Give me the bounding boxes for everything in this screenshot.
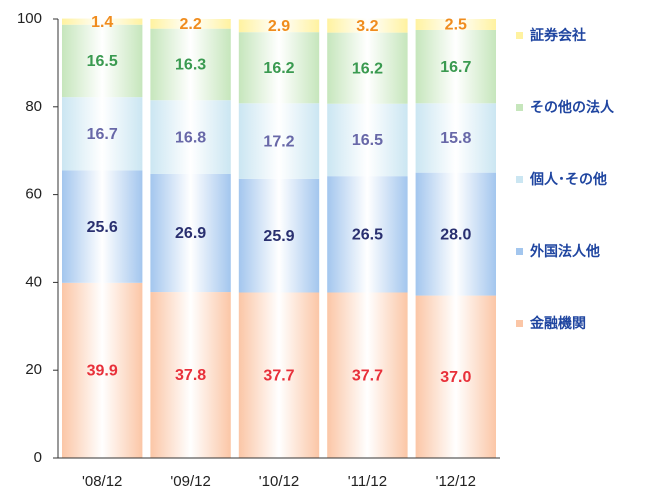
bar-segment bbox=[327, 176, 408, 293]
bar-segment bbox=[62, 24, 143, 98]
value-label: 16.2 bbox=[352, 60, 383, 77]
y-tick-label: 100 bbox=[17, 10, 42, 27]
bar-segment bbox=[150, 19, 231, 29]
bar-segment bbox=[327, 32, 408, 104]
bar-segment bbox=[415, 103, 496, 173]
value-label: 2.9 bbox=[268, 18, 290, 35]
bar-segment bbox=[150, 292, 231, 458]
value-label: 2.2 bbox=[179, 16, 201, 33]
value-label: 16.3 bbox=[175, 57, 206, 74]
value-label: 1.4 bbox=[91, 14, 113, 31]
bar-segment bbox=[238, 19, 320, 33]
y-tick-label: 80 bbox=[25, 98, 42, 115]
bar-segment bbox=[415, 295, 496, 458]
x-tick-label: '12/12 bbox=[436, 473, 476, 490]
bar-segment bbox=[415, 172, 496, 296]
bar-segment bbox=[415, 19, 496, 30]
bar-segment bbox=[150, 28, 231, 101]
x-tick-label: '11/12 bbox=[348, 473, 387, 490]
value-label: 16.8 bbox=[175, 129, 206, 146]
bar-segment bbox=[150, 173, 231, 293]
value-label: 26.5 bbox=[352, 227, 383, 244]
bar-segment bbox=[415, 29, 496, 104]
value-label: 17.2 bbox=[263, 133, 294, 150]
value-label: 16.5 bbox=[352, 132, 383, 149]
bar-segment bbox=[238, 178, 320, 293]
y-tick-label: 60 bbox=[25, 186, 42, 203]
value-label: 39.9 bbox=[87, 363, 118, 380]
value-label: 16.5 bbox=[87, 53, 118, 70]
value-label: 25.6 bbox=[87, 219, 118, 236]
value-label: 15.8 bbox=[440, 130, 471, 147]
value-label: 2.5 bbox=[445, 17, 467, 34]
bar-segment bbox=[62, 97, 143, 171]
legend-swatch bbox=[516, 176, 523, 183]
bar-segment bbox=[150, 100, 231, 174]
legend-label: 外国法人他 bbox=[530, 243, 600, 260]
legend-label: 金融機関 bbox=[529, 315, 586, 332]
value-label: 3.2 bbox=[356, 18, 378, 35]
value-label: 16.2 bbox=[263, 60, 294, 77]
legend-label: 証券会社 bbox=[530, 27, 586, 44]
y-tick-label: 40 bbox=[25, 273, 42, 290]
value-label: 16.7 bbox=[87, 126, 118, 143]
legend-swatch bbox=[516, 248, 523, 255]
value-label: 37.7 bbox=[352, 367, 383, 384]
bar-segment bbox=[62, 282, 143, 458]
bar-segment bbox=[238, 292, 320, 458]
value-label: 37.0 bbox=[440, 369, 471, 386]
value-label: 37.8 bbox=[175, 367, 206, 384]
legend-swatch bbox=[516, 320, 523, 327]
x-tick-label: '09/12 bbox=[170, 473, 210, 490]
x-tick-label: '08/12 bbox=[82, 473, 122, 490]
x-tick-label: '10/12 bbox=[259, 473, 299, 490]
value-label: 28.0 bbox=[440, 226, 471, 243]
bar-segment bbox=[62, 18, 143, 25]
y-tick-label: 20 bbox=[25, 361, 42, 378]
value-label: 26.9 bbox=[175, 225, 206, 242]
bar-segment bbox=[327, 18, 408, 33]
legend-label: 個人･その他 bbox=[529, 171, 607, 188]
legend-swatch bbox=[516, 104, 523, 111]
bar-segment bbox=[62, 170, 143, 283]
bar-segment bbox=[327, 103, 408, 177]
bar-segment bbox=[327, 292, 408, 458]
bar-segment bbox=[238, 103, 320, 179]
bar-segment bbox=[238, 32, 320, 104]
y-tick-label: 0 bbox=[34, 449, 42, 466]
value-label: 37.7 bbox=[263, 367, 294, 384]
value-label: 25.9 bbox=[263, 228, 294, 245]
legend-label: その他の法人 bbox=[530, 99, 615, 116]
value-label: 16.7 bbox=[440, 59, 471, 76]
legend-swatch bbox=[516, 32, 523, 39]
